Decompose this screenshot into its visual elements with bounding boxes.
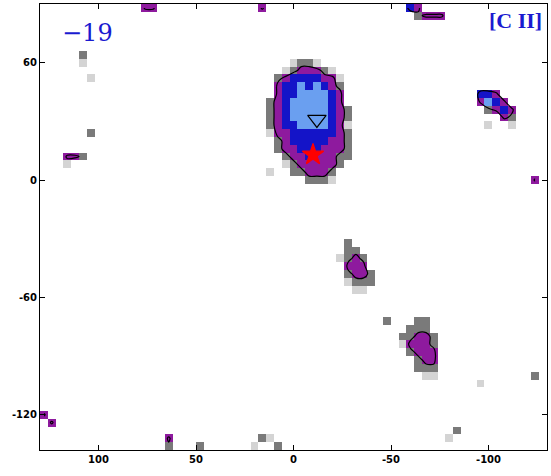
svg-text:-60: -60 bbox=[19, 292, 37, 303]
svg-text:100: 100 bbox=[88, 454, 109, 465]
svg-text:60: 60 bbox=[23, 57, 37, 68]
svg-text:-100: -100 bbox=[476, 454, 501, 465]
svg-text:0: 0 bbox=[30, 175, 37, 186]
svg-text:50: 50 bbox=[189, 454, 203, 465]
svg-text:[C II]: [C II] bbox=[489, 8, 542, 33]
svg-text:−19: −19 bbox=[62, 19, 113, 47]
svg-text:0: 0 bbox=[290, 454, 297, 465]
svg-text:-120: -120 bbox=[12, 409, 37, 420]
svg-text:-50: -50 bbox=[382, 454, 400, 465]
